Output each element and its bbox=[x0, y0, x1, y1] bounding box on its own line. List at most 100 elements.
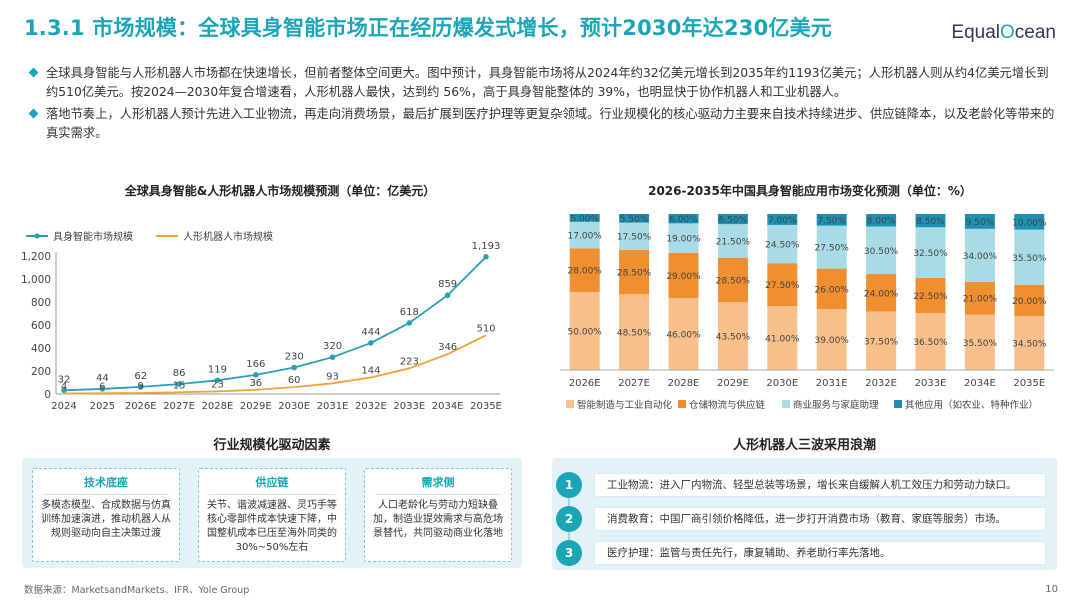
line-chart: 0 200 400 600 800 1,000 1,200 2024 2025 2026E 2027… bbox=[21, 230, 502, 412]
bar-segment bbox=[717, 214, 748, 225]
x-tick-label: 2027E bbox=[163, 401, 195, 412]
bar-segment bbox=[1014, 229, 1045, 285]
bar-segment bbox=[717, 302, 748, 370]
data-point bbox=[291, 364, 297, 371]
data-label: 320 bbox=[323, 341, 342, 352]
x-tick-label: 2034E bbox=[432, 401, 464, 412]
segment-label: 17.50% bbox=[617, 233, 652, 243]
x-tick-label: 2032E bbox=[865, 378, 897, 389]
logo-text-pre: Equal bbox=[951, 22, 1001, 43]
legend-swatch bbox=[566, 400, 574, 408]
drivers-panel: 技术底座 多模态模型、合成数据与仿真训练加速演进，推动机器人从规则驱动向自主决策… bbox=[22, 458, 522, 568]
driver-heading: 技术底座 bbox=[84, 476, 128, 489]
segment-label: 36.50% bbox=[913, 338, 948, 348]
bar-segment bbox=[767, 224, 798, 264]
data-point bbox=[176, 381, 182, 387]
driver-heading: 需求侧 bbox=[421, 476, 455, 489]
bar-segment bbox=[668, 223, 699, 253]
segment-label: 48.50% bbox=[617, 329, 652, 339]
series-line-humanoid bbox=[63, 334, 487, 395]
y-tick-label: 600 bbox=[31, 320, 51, 332]
bar-segment bbox=[964, 281, 995, 315]
bar-segment bbox=[717, 224, 748, 258]
bar-segment bbox=[866, 274, 897, 312]
x-tick-label: 2030E bbox=[766, 378, 798, 389]
stacked-bar-chart: 50.00% 28.00% 17.00% 5.00% 2026E 48.50% 28.50%… bbox=[560, 214, 1054, 411]
data-label: 1,193 bbox=[472, 241, 501, 252]
legend-label: 智能制造与工业自动化 bbox=[577, 399, 673, 411]
bar-segment bbox=[915, 313, 946, 370]
bar-segment bbox=[816, 225, 847, 269]
bar-segment bbox=[569, 248, 600, 292]
bar-segment bbox=[668, 253, 699, 299]
data-label: 119 bbox=[208, 364, 227, 375]
data-point bbox=[253, 372, 259, 378]
data-label: 510 bbox=[476, 323, 495, 334]
segment-label: 28.50% bbox=[716, 276, 751, 286]
segment-label: 35.50% bbox=[1012, 254, 1047, 264]
x-tick-label: 2029E bbox=[717, 378, 749, 389]
data-label: 62 bbox=[134, 371, 147, 382]
waves-title: 人形机器人三波采用浪潮 bbox=[732, 438, 876, 453]
driver-card-demand: 需求侧 人口老龄化与劳动力短缺叠加，制造业提效需求与高危场景替代，共同驱动商业化… bbox=[364, 468, 512, 562]
data-label: 223 bbox=[400, 356, 419, 367]
data-point bbox=[214, 377, 221, 384]
bar-segment bbox=[619, 222, 650, 250]
data-label: 93 bbox=[326, 371, 339, 382]
logo-text-o: O bbox=[1000, 22, 1015, 43]
wave-number: 3 bbox=[556, 540, 582, 566]
y-tick-label: 1,000 bbox=[21, 274, 51, 286]
logo-text-post: cean bbox=[1014, 22, 1056, 43]
segment-label: 22.50% bbox=[913, 292, 948, 302]
segment-label: 8.50% bbox=[916, 217, 945, 227]
data-label: 444 bbox=[361, 327, 380, 338]
bar-segment bbox=[964, 214, 995, 229]
wave-item: 工业物流：进入厂内物流、轻型总装等场景，增长来自缓解人机工效压力和劳动力缺口。 bbox=[594, 473, 1046, 497]
summary-bullets: 全球具身智能与人形机器人市场都在快速增长，但前者整体空间更大。图中预计，具身智能… bbox=[30, 64, 1055, 146]
y-tick-label: 0 bbox=[44, 389, 51, 401]
bar-segment bbox=[767, 263, 798, 307]
driver-body: 多模态模型、合成数据与仿真训练加速演进，推动机器人从规则驱动向自主决策过渡 bbox=[41, 500, 171, 539]
segment-label: 39.00% bbox=[815, 336, 850, 346]
bar-segment bbox=[717, 257, 748, 303]
x-tick-label: 2034E bbox=[964, 378, 996, 389]
bar-segment bbox=[816, 309, 847, 370]
y-tick-label: 400 bbox=[31, 343, 51, 355]
bullet-item: 全球具身智能与人形机器人市场都在快速增长，但前者整体空间更大。图中预计，具身智能… bbox=[30, 64, 1055, 101]
x-tick-label: 2030E bbox=[278, 401, 310, 412]
segment-label: 46.00% bbox=[666, 331, 701, 341]
bar-segment bbox=[619, 249, 650, 295]
page-number: 10 bbox=[1045, 584, 1058, 595]
waves-panel: 1 工业物流：进入厂内物流、轻型总装等场景，增长来自缓解人机工效压力和劳动力缺口… bbox=[552, 458, 1057, 570]
data-point bbox=[137, 384, 144, 390]
segment-label: 5.50% bbox=[620, 215, 649, 225]
x-tick-label: 2027E bbox=[618, 378, 650, 389]
x-tick-label: 2033E bbox=[393, 401, 425, 412]
segment-label: 10.00% bbox=[1012, 218, 1047, 228]
x-tick-label: 2035E bbox=[470, 401, 502, 412]
wave-item: 消费教育：中国厂商引领价格降低，进一步打开消费市场（教育、家庭等服务）市场。 bbox=[594, 507, 1046, 531]
data-label: 9 bbox=[138, 381, 144, 392]
x-tick-label: 2031E bbox=[317, 401, 349, 412]
bar-segment bbox=[915, 227, 946, 278]
segment-label: 27.50% bbox=[815, 244, 850, 254]
legend-label: 具身智能市场规模 bbox=[53, 230, 133, 243]
y-tick-label: 800 bbox=[31, 297, 51, 309]
y-tick-label: 1,200 bbox=[21, 251, 51, 263]
wave-item: 医疗护理：监管与责任先行，康复辅助、养老助行率先落地。 bbox=[594, 541, 1046, 565]
legend-swatch bbox=[678, 400, 686, 408]
bar-segment bbox=[767, 214, 798, 225]
segment-label: 34.50% bbox=[1012, 340, 1047, 350]
segment-label: 7.00% bbox=[768, 216, 797, 226]
bar-segment bbox=[569, 214, 600, 222]
bar-segment bbox=[964, 314, 995, 370]
bar-segment bbox=[668, 298, 699, 370]
legend-label: 商业服务与家庭助理 bbox=[793, 399, 879, 411]
brand-logo: EqualOcean bbox=[951, 22, 1056, 44]
bar-segment bbox=[866, 214, 897, 227]
segment-label: 21.00% bbox=[963, 295, 998, 305]
data-point bbox=[483, 254, 489, 260]
data-label: 6 bbox=[99, 381, 105, 392]
bar-segment bbox=[668, 214, 699, 224]
data-label: 144 bbox=[361, 365, 380, 376]
